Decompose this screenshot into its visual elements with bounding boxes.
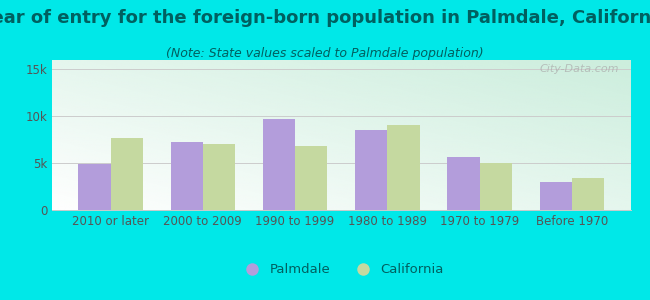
Bar (387, 125, 420, 210)
Bar (540, 182, 572, 210)
Bar (203, 144, 235, 210)
Text: (Note: State values scaled to Palmdale population): (Note: State values scaled to Palmdale p… (166, 46, 484, 59)
Bar (447, 157, 480, 210)
Text: Year of entry for the foreign-born population in Palmdale, California: Year of entry for the foreign-born popul… (0, 9, 650, 27)
Text: City-Data.com: City-Data.com (540, 64, 619, 74)
Bar (170, 142, 203, 210)
Bar (295, 146, 328, 210)
Bar (263, 119, 295, 210)
Bar (78, 164, 111, 210)
Legend: Palmdale, California: Palmdale, California (233, 258, 449, 281)
Bar (111, 138, 143, 210)
Bar (480, 163, 512, 210)
Bar (355, 130, 387, 210)
Bar (572, 178, 604, 210)
